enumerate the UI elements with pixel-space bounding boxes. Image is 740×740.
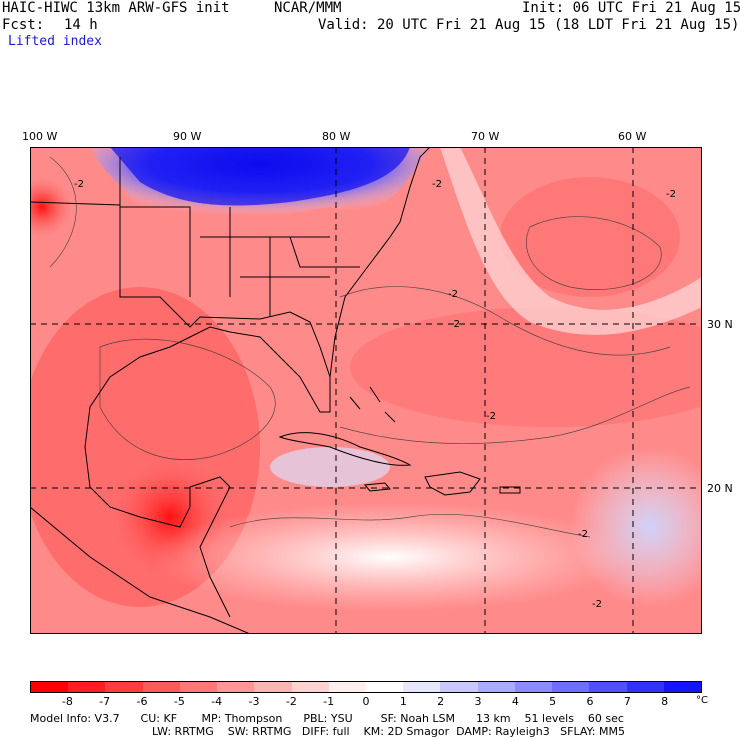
map-frame [30, 147, 702, 634]
field-pale-streak [440, 147, 702, 335]
init-time: Init: 06 UTC Fri 21 Aug 15 [522, 0, 740, 16]
colorbar-tick-label: 8 [661, 695, 669, 708]
colorbar-swatch [514, 682, 553, 692]
colorbar-swatch [365, 682, 404, 692]
contour-label: -2 [432, 179, 442, 190]
bahamas-outline [349, 386, 396, 423]
contour-label: -2 [74, 179, 84, 190]
colorbar-tick-label: -3 [248, 695, 260, 708]
field-atlantic-north [500, 177, 680, 297]
colorbar-swatch [217, 682, 255, 692]
colorbar-swatch [68, 682, 106, 692]
colorbar-tick-label: -1 [323, 695, 335, 708]
colorbar-swatch [291, 682, 329, 692]
colorbar-tick-label: 7 [623, 695, 631, 708]
colorbar-swatch [142, 682, 180, 692]
colorbar-swatch [552, 682, 590, 692]
state-borders [119, 157, 360, 317]
puerto-rico-outline [499, 486, 521, 494]
jamaica-outline [364, 482, 391, 492]
colorbar-swatch [663, 682, 701, 692]
colorbar-tick-label: 5 [549, 695, 557, 708]
colorbar-swatch [589, 682, 627, 692]
colorbar-tick-label: 4 [511, 695, 519, 708]
central-america-coast [30, 506, 251, 634]
lon-label-70w: 70 W [471, 130, 500, 143]
gulf-coastline [30, 201, 331, 618]
contour-label: -2 [578, 529, 588, 540]
contour [49, 156, 77, 268]
lat-label-30n: 30 N [707, 318, 733, 331]
colorbar-swatch [626, 682, 664, 692]
organization-label: NCAR/MMM [274, 0, 342, 16]
model-title: HAIC-HIWC 13km ARW-GFS init [2, 0, 230, 16]
colorbar-tick-label: 3 [474, 695, 482, 708]
contour [229, 513, 591, 538]
field-east-lavender [570, 447, 702, 607]
colorbar-swatch [477, 682, 515, 692]
colorbar-tick-label: -7 [99, 695, 111, 708]
contour [526, 216, 662, 290]
field-stable-core [110, 147, 410, 206]
model-info-line2: LW: RRTMG SW: RRTMG DIFF: full KM: 2D Sm… [152, 725, 625, 738]
colorbar-swatch [105, 682, 143, 692]
colorbar-swatch [328, 682, 366, 692]
contour-labels: -2 -2 -2 -2 -2 -2 -2 -2 [74, 179, 676, 610]
contour-label: -2 [486, 411, 496, 422]
colorbar-swatch [254, 682, 292, 692]
colorbar-tick-label: -5 [173, 695, 185, 708]
colorbar-tick-label: 0 [362, 695, 370, 708]
field-cuba-blue [270, 447, 390, 487]
colorbar-tick-label: 2 [437, 695, 445, 708]
lat-label-20n: 20 N [707, 482, 733, 495]
contour-label: -2 [448, 289, 458, 300]
coastlines [30, 147, 521, 634]
lifted-index-map: -2 -2 -2 -2 -2 -2 -2 -2 [30, 147, 702, 634]
contour [339, 386, 691, 444]
colorbar-tick-label: -4 [211, 695, 223, 708]
valid-time: Valid: 20 UTC Fri 21 Aug 15 (18 LDT Fri … [318, 17, 740, 33]
field-name: Lifted index [8, 34, 102, 49]
lon-label-80w: 80 W [322, 130, 351, 143]
model-info-line1: Model Info: V3.7 CU: KF MP: Thompson PBL… [30, 712, 624, 725]
forecast-hour: 14 h [64, 17, 98, 33]
contour-lines [49, 156, 691, 538]
atlantic-coastline [329, 147, 431, 378]
lon-label-90w: 90 W [173, 130, 202, 143]
contour-label: -2 [592, 599, 602, 610]
colorbar-tick-label: -2 [285, 695, 297, 708]
contour [99, 338, 276, 460]
contour-label: -2 [666, 189, 676, 200]
colorbar-swatch [440, 682, 478, 692]
lon-label-100w: 100 W [22, 130, 58, 143]
colorbar-tick-label: -6 [136, 695, 148, 708]
field-caribbean-pale [150, 502, 630, 612]
forecast-label: Fcst: [2, 17, 45, 33]
colorbar-swatch [403, 682, 441, 692]
contour-label: -2 [450, 319, 460, 330]
cuba-outline [278, 432, 412, 466]
lat-lon-grid [30, 147, 702, 634]
hispaniola-outline [424, 471, 481, 496]
colorbar-swatch [179, 682, 218, 692]
colorbar-swatch [31, 682, 69, 692]
colorbar-tick-label: -8 [61, 695, 73, 708]
contour [339, 286, 671, 356]
colorbar-unit: °C [696, 695, 708, 706]
field-west-core [30, 177, 72, 237]
colorbar-tick-label: 6 [586, 695, 594, 708]
field-atlantic-band [350, 307, 702, 427]
lon-label-60w: 60 W [618, 130, 647, 143]
colorbar-tick-label: 1 [399, 695, 407, 708]
colorbar [30, 681, 702, 693]
